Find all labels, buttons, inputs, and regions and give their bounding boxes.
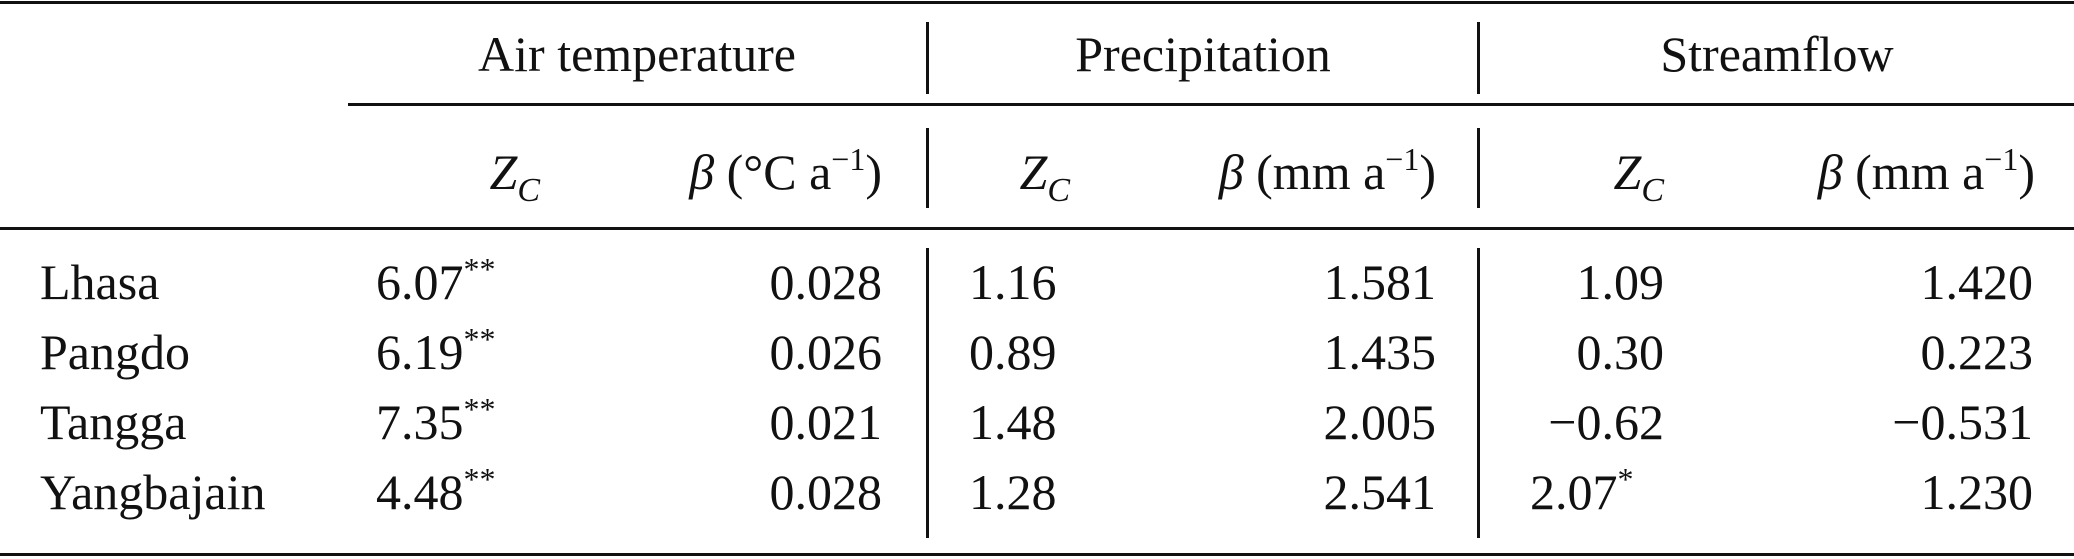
station-name: Lhasa [40,254,160,310]
significance-mark: ** [463,321,496,357]
value: 6.07 [376,254,464,310]
subheader-precip-beta: β (mm a−1) [1090,142,1436,202]
flow-beta-value: 0.223 [1920,324,2034,380]
group-header-precipitation: Precipitation [1075,26,1331,82]
header-rule [0,227,2074,230]
significance-mark: ** [463,461,496,497]
value: 0.30 [1576,324,1665,380]
value: 7.35 [376,394,464,450]
value: 1.28 [969,464,1057,520]
precip-z-value: 0.89 [969,322,1109,382]
unit-prefix: (mm a [1855,144,1985,200]
z-subscript: C [517,172,540,209]
subheader-flow-z: ZC [1500,142,1665,208]
flow-z-value: 1.09 [1500,252,1665,312]
air-z-value: 6.19** [376,322,546,382]
separator-air-precip-body [926,248,929,538]
flow-z-value: 0.30 [1500,322,1665,382]
air-beta-value: 0.021 [769,394,883,450]
significance-mark: ** [463,391,496,427]
separator-precip-flow-group [1477,22,1480,94]
precip-beta-value: 2.005 [1323,394,1437,450]
value: 2.07 [1530,464,1618,520]
flow-z-value: 2.07* [1530,462,1694,522]
value: 0.89 [969,324,1057,380]
precip-z-value: 1.16 [969,252,1109,312]
beta-symbol: β [1218,144,1244,200]
station-name: Yangbajain [40,464,266,520]
value: 1.09 [1576,254,1665,310]
beta-symbol: β [1817,144,1843,200]
subheader-flow-beta: β (mm a−1) [1690,142,2035,202]
precip-beta-value: 2.541 [1323,464,1437,520]
group-underline [348,103,2074,106]
z-subscript: C [1641,172,1664,209]
bottom-rule [0,553,2074,556]
value: 4.48 [376,464,464,520]
z-symbol: Z [1613,144,1642,200]
z-symbol: Z [1019,144,1048,200]
flow-beta-value: 1.420 [1920,254,2034,310]
unit-prefix: (°C a [726,144,832,200]
subheader-precip-z: ZC [940,142,1071,208]
air-z-value: 7.35** [376,392,546,452]
significance-mark: ** [463,251,496,287]
station-name: Tangga [40,394,187,450]
separator-air-precip-sub [926,128,929,208]
unit-exponent: −1 [1984,141,2019,177]
air-beta-value: 0.028 [769,464,883,520]
flow-z-value: −0.62 [1500,392,1664,452]
group-header-air-temperature: Air temperature [478,26,796,82]
separator-precip-flow-sub [1477,128,1480,208]
value: 1.48 [969,394,1057,450]
unit-suffix: ) [1419,144,1436,200]
flow-beta-value: −0.531 [1892,394,2033,450]
flow-beta-value: 1.230 [1920,464,2034,520]
air-beta-value: 0.028 [769,254,883,310]
precip-beta-value: 1.435 [1323,324,1437,380]
precip-beta-value: 1.581 [1323,254,1437,310]
value: 6.19 [376,324,464,380]
unit-suffix: ) [2018,144,2035,200]
beta-symbol: β [689,144,715,200]
group-header-streamflow: Streamflow [1660,26,1894,82]
unit-suffix: ) [865,144,882,200]
value: 1.16 [969,254,1057,310]
subheader-air-beta: β (°C a−1) [560,142,882,202]
station-name: Pangdo [40,324,190,380]
air-z-value: 6.07** [376,252,546,312]
unit-exponent: −1 [1385,141,1420,177]
unit-exponent: −1 [831,141,866,177]
top-rule [0,1,2074,4]
precip-z-value: 1.48 [969,392,1109,452]
air-z-value: 4.48** [376,462,546,522]
z-symbol: Z [489,144,518,200]
separator-precip-flow-body [1477,248,1480,538]
air-beta-value: 0.026 [769,324,883,380]
precip-z-value: 1.28 [969,462,1109,522]
significance-mark: * [1617,461,1634,497]
separator-air-precip-group [926,22,929,94]
value: −0.62 [1548,394,1664,450]
z-subscript: C [1047,172,1070,209]
subheader-air-z: ZC [400,142,541,208]
unit-prefix: (mm a [1256,144,1386,200]
